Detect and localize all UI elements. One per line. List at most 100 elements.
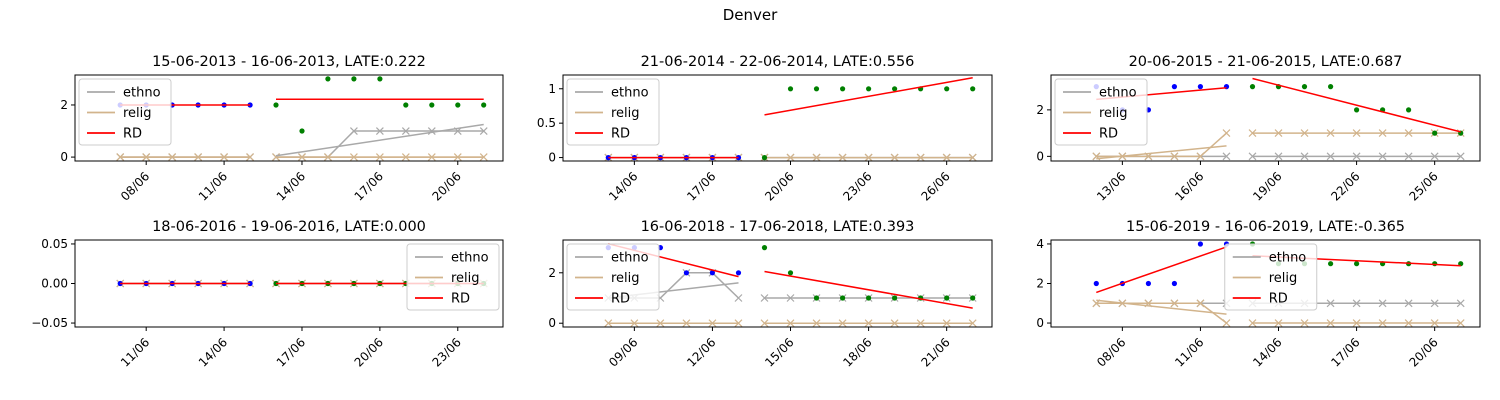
- legend-label: relig: [451, 271, 480, 286]
- relig-marker: [1456, 319, 1465, 327]
- post-point: [351, 76, 357, 82]
- relig-marker: [630, 319, 639, 328]
- legend-label: RD: [611, 127, 630, 142]
- ethno-marker: [1456, 152, 1465, 161]
- relig-marker: [812, 319, 821, 328]
- ethno-marker: [1430, 299, 1439, 308]
- y-tick-label: 1: [548, 82, 556, 96]
- y-tick-label: 0: [548, 151, 556, 165]
- post-point: [1249, 84, 1256, 90]
- axes-frame: [74, 74, 504, 162]
- relig-marker: [968, 153, 977, 162]
- y-tick-label: 0.00: [41, 277, 68, 291]
- post-point: [403, 102, 409, 108]
- relig-marker: [734, 319, 743, 328]
- ethno-marker: [1326, 152, 1335, 161]
- ethno-marker: [1326, 299, 1335, 308]
- axes-frame: [562, 74, 993, 162]
- RD-line: [1252, 77, 1461, 133]
- legend-label: RD: [611, 292, 630, 307]
- relig-marker: [1300, 129, 1309, 138]
- ethno-marker: [1456, 299, 1465, 308]
- legend-label: ethno: [611, 86, 649, 101]
- pre-point: [1197, 84, 1203, 90]
- RD-line: [1096, 246, 1227, 294]
- relig-marker: [1326, 129, 1335, 138]
- post-point: [840, 86, 846, 92]
- axes-frame: [562, 239, 993, 328]
- ethno-marker: [1352, 299, 1361, 308]
- ethno-marker: [375, 127, 384, 135]
- post-point: [1354, 261, 1360, 267]
- y-tick-label: 2: [60, 98, 68, 112]
- relig-marker: [890, 153, 899, 162]
- legend-label: ethno: [451, 251, 489, 266]
- y-tick-label: 2: [548, 266, 556, 280]
- relig-marker: [1300, 319, 1309, 327]
- relig-marker: [916, 153, 925, 162]
- ethno-marker: [349, 127, 358, 135]
- y-tick-label: 0.05: [41, 237, 68, 251]
- legend-label: RD: [1099, 127, 1118, 142]
- subplot-title: 16-06-2018 - 17-06-2018, LATE:0.393: [641, 219, 915, 235]
- legend-box: [1054, 78, 1148, 146]
- post-point: [1354, 107, 1360, 113]
- post-point: [866, 86, 872, 92]
- relig-fit-line: [1096, 145, 1227, 160]
- relig-marker: [1326, 319, 1335, 327]
- legend-box: [1224, 243, 1318, 311]
- pre-point: [1171, 280, 1177, 287]
- pre-point: [1197, 241, 1203, 247]
- relig-marker: [812, 153, 821, 162]
- relig-marker: [942, 153, 951, 162]
- post-point: [787, 270, 794, 276]
- post-point: [761, 155, 768, 161]
- y-tick-label: 0: [1036, 316, 1044, 330]
- relig-marker: [786, 319, 795, 328]
- relig-marker: [838, 153, 847, 162]
- relig-marker: [682, 319, 691, 328]
- relig-marker: [1248, 319, 1257, 327]
- ethno-marker: [1430, 152, 1439, 161]
- relig-marker: [942, 319, 951, 328]
- y-tick-label: 0: [548, 316, 556, 330]
- post-point: [325, 76, 331, 82]
- post-point: [1432, 130, 1438, 136]
- post-point: [787, 86, 794, 92]
- post-point: [813, 295, 820, 301]
- ethno-marker: [1378, 299, 1387, 308]
- relig-marker: [1378, 129, 1387, 138]
- legend-label: RD: [1269, 292, 1288, 307]
- post-point: [429, 102, 435, 108]
- y-tick-label: 2: [1036, 277, 1044, 291]
- post-point: [273, 102, 279, 108]
- legend: ethno relig RD: [78, 78, 172, 146]
- post-point: [840, 295, 846, 301]
- relig-marker: [1404, 129, 1413, 138]
- legend-label: ethno: [1099, 86, 1137, 101]
- relig-marker: [1222, 129, 1231, 138]
- y-tick-label: 0.5: [537, 116, 556, 130]
- legend-label: RD: [123, 127, 142, 142]
- relig-marker: [1378, 319, 1387, 327]
- relig-marker: [916, 319, 925, 328]
- legend-label: ethno: [611, 251, 649, 266]
- legend: ethno relig RD: [566, 78, 660, 146]
- subplot-title: 21-06-2014 - 22-06-2014, LATE:0.556: [641, 54, 915, 70]
- figure-title: Denver: [723, 6, 778, 24]
- legend: ethno relig RD: [1054, 78, 1148, 146]
- post-point: [944, 295, 950, 301]
- relig-marker: [1404, 319, 1413, 327]
- y-tick-label: −0.05: [31, 316, 68, 330]
- ethno-marker: [1378, 152, 1387, 161]
- post-point: [1406, 107, 1412, 113]
- relig-marker: [1196, 299, 1205, 308]
- ethno-marker: [734, 294, 743, 302]
- post-point: [892, 86, 898, 92]
- post-point: [813, 86, 820, 92]
- relig-marker: [838, 319, 847, 328]
- relig-marker: [1196, 152, 1205, 161]
- relig-marker: [864, 153, 873, 162]
- pre-point: [709, 270, 716, 276]
